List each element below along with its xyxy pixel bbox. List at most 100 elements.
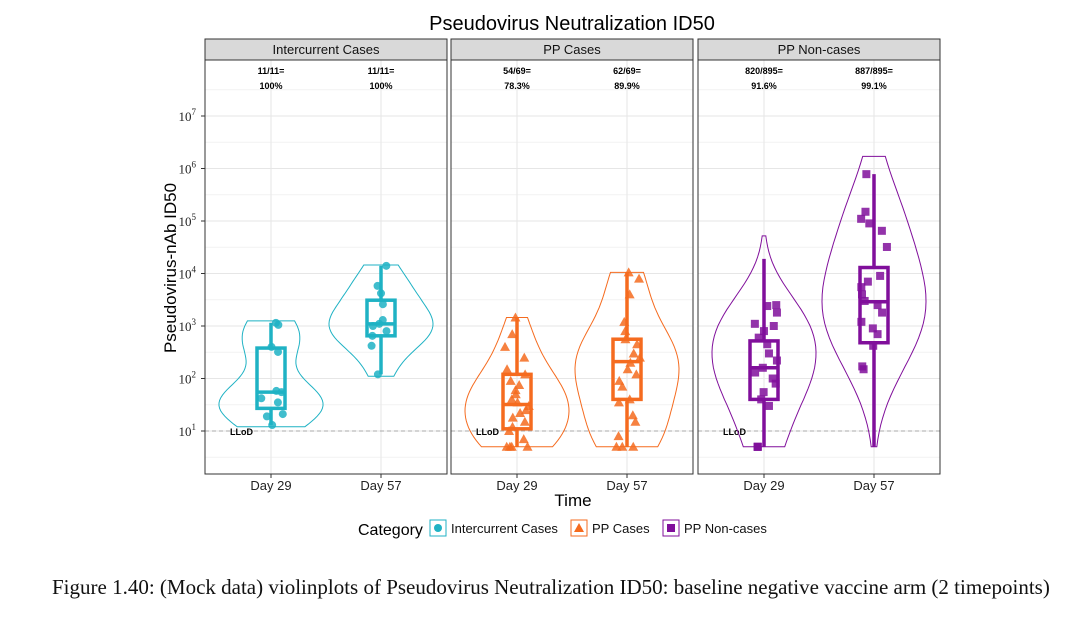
- response-rate: 100%: [369, 81, 392, 91]
- data-point: [873, 330, 882, 339]
- violin: [711, 235, 817, 448]
- data-point: [873, 301, 882, 310]
- data-point: [514, 380, 525, 390]
- legend-label: Intercurrent Cases: [451, 521, 558, 536]
- data-point: [268, 421, 277, 430]
- data-point: [861, 207, 870, 216]
- panel-background: [451, 60, 693, 474]
- data-point: [763, 340, 772, 349]
- data-point: [512, 397, 523, 407]
- response-count: 820/895=: [745, 66, 783, 76]
- data-point: [510, 385, 521, 395]
- data-point: [267, 342, 276, 351]
- data-point: [758, 363, 767, 372]
- data-point: [613, 431, 624, 441]
- y-tick-label: 104: [179, 265, 197, 282]
- response-rate: 78.3%: [504, 81, 530, 91]
- legend-item-intercurrent-cases: Intercurrent Cases: [429, 519, 558, 537]
- data-point: [617, 441, 628, 451]
- data-point: [764, 349, 773, 358]
- box: [501, 372, 533, 431]
- data-point: [624, 289, 635, 299]
- legend-item-pp-non-cases: PP Non-cases: [662, 519, 767, 537]
- response-count: 11/11=: [258, 66, 285, 76]
- data-point: [278, 410, 287, 419]
- data-point: [868, 324, 877, 333]
- data-point: [519, 352, 530, 362]
- data-point: [382, 327, 391, 336]
- y-tick-label: 103: [179, 317, 197, 334]
- data-point: [857, 317, 866, 326]
- data-point: [620, 326, 631, 336]
- data-point: [628, 348, 639, 358]
- data-point: [367, 341, 376, 350]
- data-point: [750, 319, 759, 328]
- data-point: [627, 410, 638, 420]
- x-tick-label: Day 57: [606, 478, 647, 493]
- chart-title: Pseudovirus Neutralization ID50: [429, 13, 715, 35]
- gridlines: [698, 60, 940, 474]
- response-count: 887/895=: [855, 66, 893, 76]
- y-axis-label: Pseudovirus-nAb ID50: [161, 183, 180, 353]
- group-day-57: 62/69= 89.9% Day 57: [574, 66, 680, 493]
- y-tick-label: 101: [179, 422, 197, 439]
- data-point: [373, 370, 382, 379]
- data-point: [882, 242, 891, 251]
- legend: Category Intercurrent Cases PP Cases PP No…: [358, 519, 767, 539]
- data-point: [520, 369, 531, 379]
- x-tick-label: Day 29: [250, 478, 291, 493]
- data-point: [769, 322, 778, 330]
- data-point: [515, 408, 526, 418]
- violin: [218, 320, 324, 428]
- data-point: [857, 283, 866, 292]
- data-point: [634, 273, 645, 283]
- data-point: [382, 261, 391, 270]
- group-day-57: 887/895= 99.1% Day 57: [821, 66, 927, 493]
- legend-label: PP Cases: [592, 521, 650, 536]
- data-point: [620, 334, 631, 344]
- data-point: [510, 312, 521, 322]
- data-point: [623, 267, 634, 277]
- data-point: [632, 339, 643, 349]
- data-point: [634, 352, 645, 362]
- data-point: [507, 412, 518, 422]
- lod-label: LLoD: [476, 427, 499, 437]
- panel-border: [204, 59, 448, 475]
- data-point: [500, 341, 511, 351]
- facet-strip-label: Intercurrent Cases: [273, 42, 380, 57]
- legend-symbol: [434, 524, 442, 532]
- group-day-29: 11/11= 100% Day 29: [218, 66, 324, 493]
- panel-border: [697, 59, 941, 475]
- legend-item-pp-cases: PP Cases: [570, 519, 650, 537]
- data-point: [877, 226, 886, 235]
- data-point: [878, 308, 887, 317]
- data-point: [863, 277, 872, 286]
- data-point: [625, 357, 636, 367]
- response-rate: 99.1%: [861, 81, 887, 91]
- legend-label: PP Non-cases: [684, 521, 767, 536]
- data-point: [753, 442, 762, 451]
- data-point: [274, 347, 283, 356]
- data-point: [505, 375, 516, 385]
- data-point: [869, 341, 878, 350]
- data-point: [865, 219, 874, 228]
- response-rate: 91.6%: [751, 81, 777, 91]
- y-tick-label: 107: [179, 107, 197, 124]
- data-point: [771, 379, 780, 388]
- data-point: [751, 368, 760, 377]
- data-point: [628, 441, 639, 451]
- facet-panels: Intercurrent Cases LLoD 11/11= 100% Day 2911…: [204, 38, 941, 493]
- data-point: [764, 401, 773, 410]
- response-rate: 100%: [259, 81, 282, 91]
- data-point: [862, 170, 871, 179]
- data-point: [368, 331, 377, 340]
- y-tick-label: 106: [179, 160, 197, 177]
- data-point: [614, 375, 625, 385]
- data-point: [273, 398, 282, 407]
- data-point: [858, 362, 867, 371]
- y-tick-label: 105: [179, 212, 197, 229]
- data-point: [857, 290, 866, 299]
- facet-strip-label: PP Non-cases: [778, 42, 861, 57]
